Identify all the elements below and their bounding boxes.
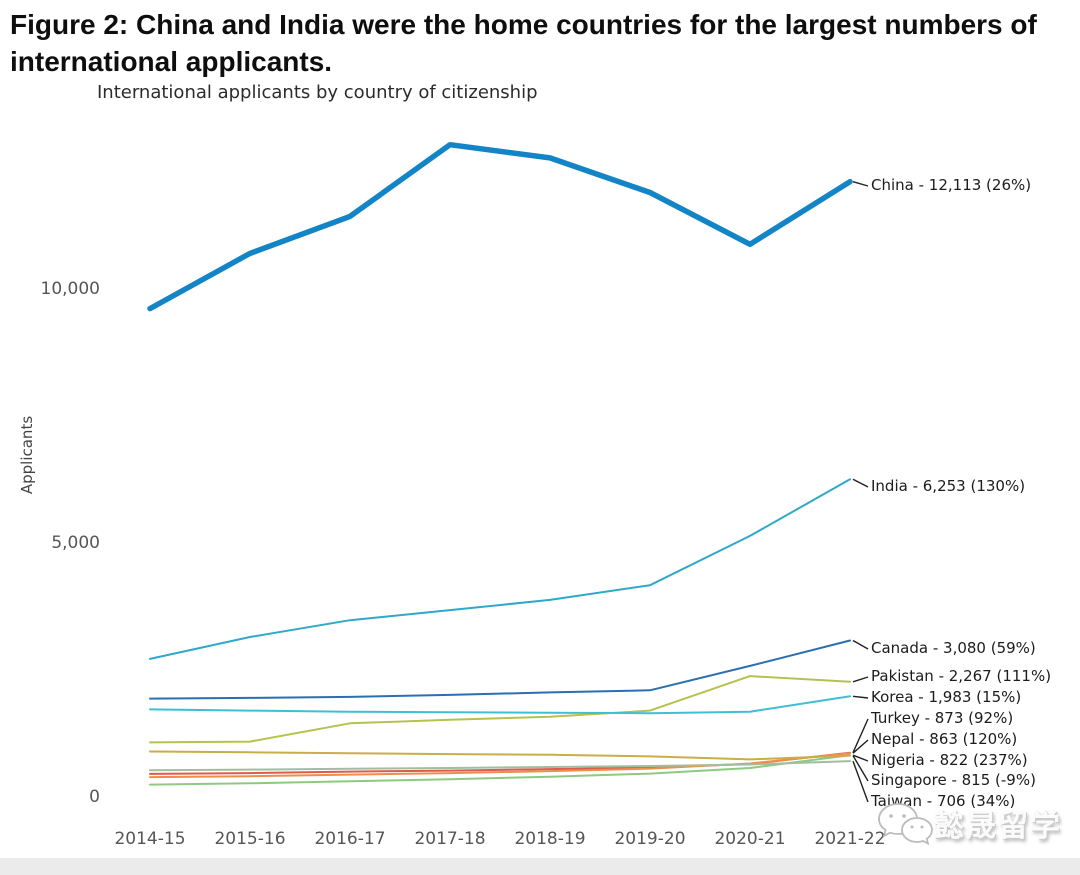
chart-title: International applicants by country of c…	[97, 82, 538, 103]
x-tick-label: 2016-17	[314, 829, 386, 849]
series-label-india: India - 6,253 (130%)	[871, 477, 1026, 495]
series-line-taiwan	[149, 760, 851, 772]
series-line-china	[147, 141, 853, 312]
label-connector-pakistan	[852, 676, 869, 683]
x-tick-label: 2019-20	[614, 829, 686, 849]
series-line-india	[149, 478, 851, 660]
series-label-pakistan: Pakistan - 2,267 (111%)	[871, 667, 1052, 685]
figure-title-line-1: Figure 2: China and India were the home …	[10, 9, 1037, 40]
series-label-nigeria: Nigeria - 822 (237%)	[871, 751, 1028, 769]
label-connector-nigeria	[852, 754, 869, 762]
y-tick-label: 10,000	[40, 279, 100, 299]
watermark-text: 懿晟留学	[934, 809, 1062, 844]
wechat-icon	[878, 803, 933, 846]
watermark: 懿晟留学	[876, 800, 1062, 846]
x-tick-label: 2014-15	[114, 829, 186, 849]
label-connector-turkey	[852, 718, 869, 753]
series-line-singapore	[149, 750, 851, 761]
y-tick-label: 5,000	[51, 533, 100, 553]
label-connector-india	[852, 478, 869, 488]
y-tick-label: 0	[89, 787, 100, 807]
label-connector-taiwan	[852, 760, 869, 803]
series-label-turkey: Turkey - 873 (92%)	[871, 709, 1014, 727]
label-connector-nepal	[852, 739, 869, 754]
series-line-nigeria	[149, 754, 851, 786]
x-tick-label: 2015-16	[214, 829, 286, 849]
label-connector-canada	[852, 639, 869, 650]
figure-title: Figure 2: China and India were the home …	[10, 6, 1037, 80]
y-axis-title: Applicants	[18, 415, 36, 495]
label-connector-china	[852, 181, 869, 187]
series-line-pakistan	[149, 675, 851, 744]
series-line-canada	[149, 639, 851, 700]
label-connector-singapore	[852, 755, 869, 782]
series-label-korea: Korea - 1,983 (15%)	[871, 688, 1022, 706]
label-connector-korea	[852, 695, 869, 699]
series-line-korea	[149, 695, 851, 715]
page-bottom-strip	[0, 858, 1080, 875]
figure-title-line-2: international applicants.	[10, 46, 333, 77]
series-label-canada: Canada - 3,080 (59%)	[871, 639, 1036, 657]
x-tick-label: 2018-19	[514, 829, 586, 849]
x-tick-label: 2020-21	[714, 829, 786, 849]
x-tick-label: 2021-22	[814, 829, 886, 849]
series-label-china: China - 12,113 (26%)	[871, 176, 1032, 194]
x-tick-label: 2017-18	[414, 829, 486, 849]
series-label-singapore: Singapore - 815 (-9%)	[871, 771, 1036, 789]
series-label-nepal: Nepal - 863 (120%)	[871, 730, 1018, 748]
